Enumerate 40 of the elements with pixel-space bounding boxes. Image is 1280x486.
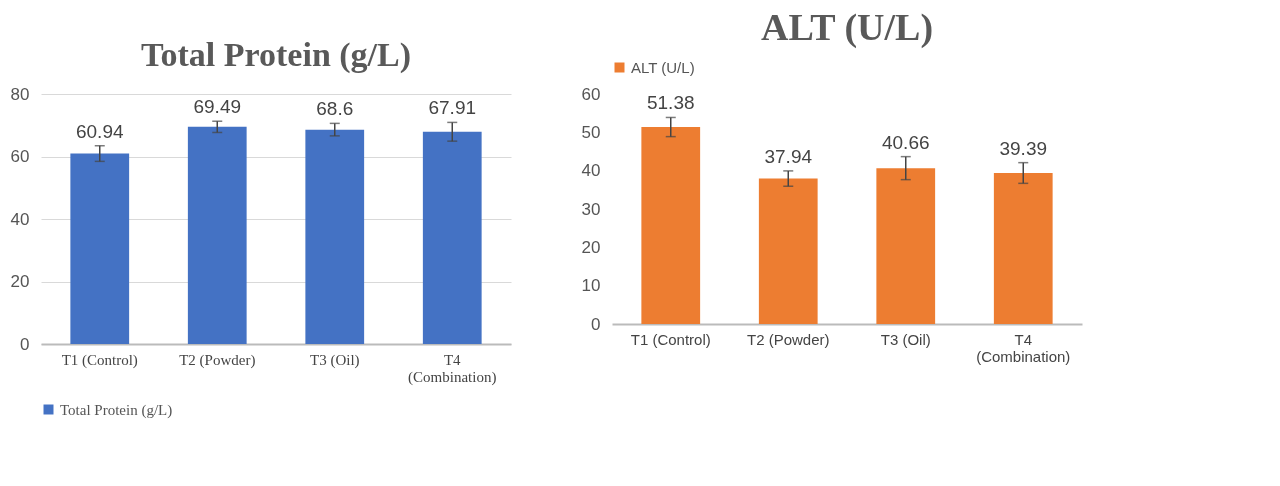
y-tick-label: 40 [581, 161, 601, 181]
x-tick-label: T2 (Powder) [179, 351, 256, 369]
bar [876, 168, 936, 324]
chart-title: ALT (U/L) [760, 6, 934, 49]
chart-title: Total Protein (g/L) [140, 36, 412, 74]
bar [993, 173, 1053, 324]
legend-label: ALT (U/L) [631, 58, 695, 76]
data-label: 67.91 [428, 97, 477, 119]
data-label: 51.38 [646, 92, 695, 114]
y-tick-label: 20 [10, 272, 30, 291]
x-tick-label: T3 (Oil) [309, 351, 360, 369]
bar [758, 178, 818, 324]
y-tick-label: 60 [10, 147, 30, 166]
y-tick-label: 10 [581, 276, 601, 296]
y-tick-label: 30 [581, 199, 601, 219]
y-tick-label: 50 [581, 122, 601, 142]
y-tick-label: 60 [581, 84, 601, 104]
data-label: 40.66 [881, 131, 930, 153]
x-tick-label: T3 (Oil) [880, 330, 931, 348]
legend-label: Total Protein (g/L) [60, 401, 173, 419]
y-tick-label: 0 [591, 314, 601, 334]
data-label: 68.6 [316, 98, 354, 120]
x-tick-label: T1 (Control) [61, 351, 138, 369]
x-tick-label: T1 (Control) [630, 330, 711, 348]
x-tick-label: T4 (Combination) [976, 330, 1071, 365]
bar [305, 129, 365, 344]
bar [70, 153, 130, 344]
data-label: 37.94 [764, 145, 813, 167]
bar [641, 127, 701, 324]
y-tick-label: 40 [10, 209, 30, 229]
data-label: 39.39 [999, 137, 1048, 159]
x-tick-label: T2 (Powder) [746, 330, 830, 348]
bar [187, 126, 247, 344]
data-label: 69.49 [193, 96, 242, 118]
x-tick-label: T4 (Combination) [408, 351, 497, 386]
y-tick-label: 80 [10, 84, 30, 104]
bar [422, 131, 482, 344]
y-tick-label: 0 [20, 334, 30, 354]
y-tick-label: 20 [581, 237, 601, 257]
data-label: 60.94 [75, 120, 124, 142]
